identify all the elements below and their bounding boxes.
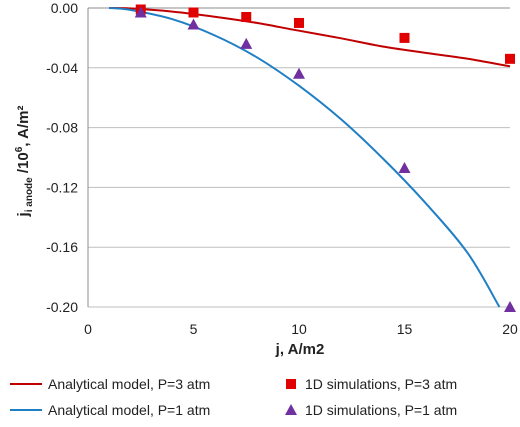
y-axis-label-subscript: i anode xyxy=(24,177,35,212)
y-axis-label-superscript: 6 xyxy=(14,146,25,152)
y-tick-label: -0.04 xyxy=(46,60,78,76)
data-point-triangle xyxy=(134,6,147,18)
data-point-triangle xyxy=(187,18,200,30)
y-axis-label: ji anode /106, A/m² xyxy=(14,106,35,218)
legend-label-sim-p1: 1D simulations, P=1 atm xyxy=(305,402,457,418)
tick-labels: 0.00 -0.04 -0.08 -0.12 -0.16 -0.20 0 5 10 15 20 xyxy=(46,0,518,337)
x-axis-label: j, A/m2 xyxy=(275,341,325,358)
y-tick-label: -0.08 xyxy=(46,120,78,136)
series-line-0 xyxy=(109,7,511,68)
y-tick-label: -0.20 xyxy=(46,299,78,315)
y-axis-label-unit: , A/m² xyxy=(15,106,32,147)
y-axis-label-main: j xyxy=(15,212,32,217)
legend-square-marker xyxy=(286,379,296,389)
data-point-triangle xyxy=(293,67,305,79)
legend-label-analytical-p3: Analytical model, P=3 atm xyxy=(48,376,210,392)
series-line-2 xyxy=(109,7,501,308)
y-tick-label: 0.00 xyxy=(51,0,78,16)
data-point-square xyxy=(188,7,199,18)
legend-label-sim-p3: 1D simulations, P=3 atm xyxy=(305,376,457,392)
series-layer xyxy=(109,4,516,312)
x-tick-label: 10 xyxy=(291,321,307,337)
data-point-square xyxy=(399,32,410,43)
legend-triangle-marker xyxy=(285,404,297,415)
x-tick-label: 0 xyxy=(84,321,92,337)
data-point-square xyxy=(505,53,515,64)
axes xyxy=(87,7,510,307)
x-tick-label: 5 xyxy=(190,321,198,337)
y-axis-label-rest: /10 xyxy=(15,152,32,177)
legend-label-analytical-p1: Analytical model, P=1 atm xyxy=(48,402,210,418)
y-tick-label: -0.12 xyxy=(46,179,78,195)
data-point-triangle xyxy=(504,301,516,312)
gridlines xyxy=(88,67,510,308)
data-point-square xyxy=(294,17,304,28)
legend: Analytical model, P=3 atm 1D simulations… xyxy=(10,376,457,418)
x-tick-label: 20 xyxy=(502,321,518,337)
data-point-triangle xyxy=(398,161,411,173)
data-point-square xyxy=(241,11,252,22)
x-tick-label: 15 xyxy=(397,321,413,337)
data-point-triangle xyxy=(240,37,253,49)
y-tick-label: -0.16 xyxy=(46,239,78,255)
